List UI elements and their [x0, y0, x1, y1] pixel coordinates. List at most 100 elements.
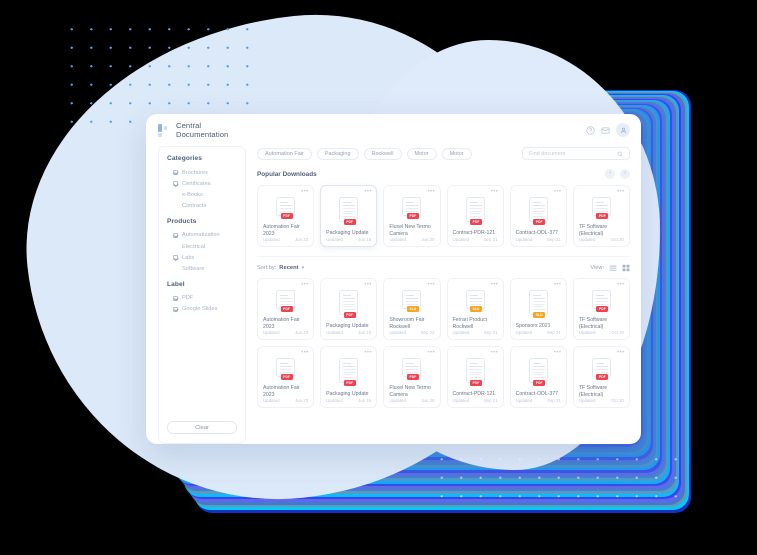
sort-value[interactable]: Recent	[279, 265, 299, 271]
document-card[interactable]: ••• PDF Packaging Update Updated Jun 15	[320, 346, 378, 408]
document-thumbnail-icon: PDF	[276, 197, 296, 219]
grid-view-icon[interactable]	[622, 264, 630, 272]
card-date: Oct 20	[611, 330, 624, 335]
file-type-badge: PDF	[596, 212, 609, 219]
card-date: Oct 20	[611, 398, 624, 403]
checkbox-icon[interactable]	[173, 232, 178, 238]
document-card[interactable]: ••• PDF TF Software (Electrical) Updated Oct…	[572, 185, 630, 247]
avatar[interactable]	[616, 123, 630, 137]
card-more-options-icon[interactable]: •••	[301, 188, 309, 195]
results-grid-row-1: ••• PDF Automation Fair 2023 Updated Jun 23 •…	[257, 278, 630, 340]
sidebar-filter-google-slides[interactable]: Google Slides	[167, 304, 237, 315]
document-card[interactable]: ••• PDF Automation Fair 2023 Updated Jun 23	[257, 278, 315, 340]
card-more-options-icon[interactable]: •••	[616, 349, 625, 356]
card-more-options-icon[interactable]: •••	[427, 188, 435, 195]
document-thumbnail-icon: PDF	[591, 358, 611, 380]
checkbox-icon[interactable]	[173, 181, 178, 187]
clear-filters-button[interactable]: Clear	[167, 421, 237, 434]
checkbox-icon[interactable]	[173, 255, 178, 261]
help-icon[interactable]	[586, 125, 595, 135]
card-more-options-icon[interactable]: •••	[553, 188, 562, 195]
document-card[interactable]: ••• PDF Contract-PDR-121 Updated Sep 21	[446, 185, 504, 247]
card-more-options-icon[interactable]: •••	[490, 188, 499, 195]
sidebar-filter-label: Automatization	[182, 232, 220, 239]
chevron-down-icon[interactable]: ▾	[301, 265, 305, 271]
card-more-options-icon[interactable]: •••	[553, 349, 562, 356]
document-card[interactable]: ••• SLD Showroom Fair Rockwell Updated Sep 2…	[383, 278, 441, 340]
sidebar-filter-electrical[interactable]: Electrical	[167, 241, 237, 252]
document-thumbnail-icon: PDF	[339, 358, 359, 386]
card-date: Sep 21	[546, 237, 561, 242]
sidebar-filter-label: Electrical	[182, 243, 206, 250]
document-card[interactable]: ••• PDF Contract-ODL-377 Updated Sep 21	[509, 346, 567, 408]
document-card[interactable]: ••• SLD Ferrari Product Rockwell Updated Sep…	[446, 278, 504, 340]
checkbox-icon[interactable]	[173, 192, 178, 197]
card-more-options-icon[interactable]: •••	[490, 349, 499, 356]
sidebar-filter-certificates[interactable]: Certificates	[167, 178, 237, 189]
carousel-prev-icon[interactable]: ‹	[605, 169, 615, 179]
document-thumbnail-icon: PDF	[465, 197, 485, 225]
card-title: Fluxel New Termo Camera	[389, 385, 431, 398]
sidebar-filter-label: Brochures	[182, 169, 208, 176]
file-type-badge: PDF	[280, 305, 293, 312]
document-thumbnail-icon: PDF	[402, 197, 422, 219]
popular-downloads-grid: ••• PDF Automation Fair 2023 Updated Jun 23 •…	[257, 185, 630, 247]
filter-chip[interactable]: Automation Fair	[257, 147, 312, 160]
document-thumbnail-icon: SLD	[402, 290, 422, 312]
checkbox-icon[interactable]	[173, 170, 178, 176]
document-card[interactable]: ••• PDF Contract-ODL-377 Updated Sep 21	[509, 185, 567, 247]
document-card[interactable]: ••• PDF Packaging Update Updated Jun 15	[320, 278, 378, 340]
dot-grid-pattern-bottom	[432, 450, 682, 510]
sidebar-filter-e-books[interactable]: e-Books	[167, 189, 237, 200]
checkbox-icon[interactable]	[173, 266, 178, 271]
document-card[interactable]: ••• PDF Contract-PDR-121 Updated Sep 21	[446, 346, 504, 408]
sidebar-filter-contracts[interactable]: Contracts	[167, 201, 237, 212]
checkbox-icon[interactable]	[173, 306, 178, 312]
sidebar-filter-automatization[interactable]: Automatization	[167, 230, 237, 241]
document-card[interactable]: ••• SLD Sponsors 2021 Updated Sep 21	[509, 278, 567, 340]
card-more-options-icon[interactable]: •••	[427, 281, 435, 288]
card-more-options-icon[interactable]: •••	[616, 281, 625, 288]
card-more-options-icon[interactable]: •••	[301, 349, 309, 356]
document-card[interactable]: ••• PDF Automation Fair 2023 Updated Jun 23	[257, 185, 315, 247]
document-card[interactable]: ••• PDF Fluxel New Termo Camera Updated Jun …	[383, 185, 441, 247]
document-card[interactable]: ••• PDF Automation Fair 2023 Updated Jun 23	[257, 346, 315, 408]
sidebar-filter-software[interactable]: Software	[167, 263, 237, 274]
card-more-options-icon[interactable]: •••	[616, 188, 625, 195]
card-meta: Updated Oct 20	[579, 398, 624, 403]
checkbox-icon[interactable]	[173, 204, 178, 209]
card-more-options-icon[interactable]: •••	[301, 281, 309, 288]
card-updated-label: Updated	[326, 398, 343, 403]
document-card[interactable]: ••• PDF Fluxel New Termo Camera Updated Jun …	[383, 346, 441, 408]
inbox-icon[interactable]	[601, 126, 610, 135]
card-more-options-icon[interactable]: •••	[364, 281, 372, 288]
card-title: Fluxel New Termo Camera	[389, 224, 431, 237]
filter-chip[interactable]: Motor	[441, 147, 472, 160]
card-date: Jun 23	[294, 398, 309, 403]
document-card[interactable]: ••• PDF TF Software (Electrical) Updated Oct…	[572, 346, 630, 408]
search-icon	[617, 151, 623, 157]
sidebar-filter-pdf[interactable]: PDF	[167, 293, 237, 304]
card-meta: Updated Sep 21	[453, 330, 498, 335]
card-more-options-icon[interactable]: •••	[553, 281, 562, 288]
sidebar-filter-labs[interactable]: Labs	[167, 252, 237, 263]
document-card[interactable]: ••• PDF Packaging Update Updated Jun 15	[320, 185, 378, 247]
document-card[interactable]: ••• PDF TF Software (Electrical) Updated Oct…	[572, 278, 630, 340]
list-view-icon[interactable]	[609, 264, 617, 272]
card-more-options-icon[interactable]: •••	[427, 349, 435, 356]
card-more-options-icon[interactable]: •••	[364, 188, 372, 195]
filter-chip[interactable]: Rockwell	[363, 147, 402, 160]
card-meta: Updated Jun 15	[326, 237, 371, 242]
checkbox-icon[interactable]	[173, 244, 178, 249]
sidebar-filter-brochures[interactable]: Brochures	[167, 167, 237, 178]
sidebar-filter-label: PDF	[182, 295, 194, 302]
search-box[interactable]	[522, 147, 630, 160]
carousel-next-icon[interactable]: ›	[620, 169, 630, 179]
filter-chip[interactable]: Packaging	[316, 147, 359, 160]
card-more-options-icon[interactable]: •••	[490, 281, 499, 288]
search-input[interactable]	[529, 150, 617, 157]
card-more-options-icon[interactable]: •••	[364, 349, 372, 356]
checkbox-icon[interactable]	[173, 295, 178, 301]
filter-chip[interactable]: Motor	[406, 147, 437, 160]
